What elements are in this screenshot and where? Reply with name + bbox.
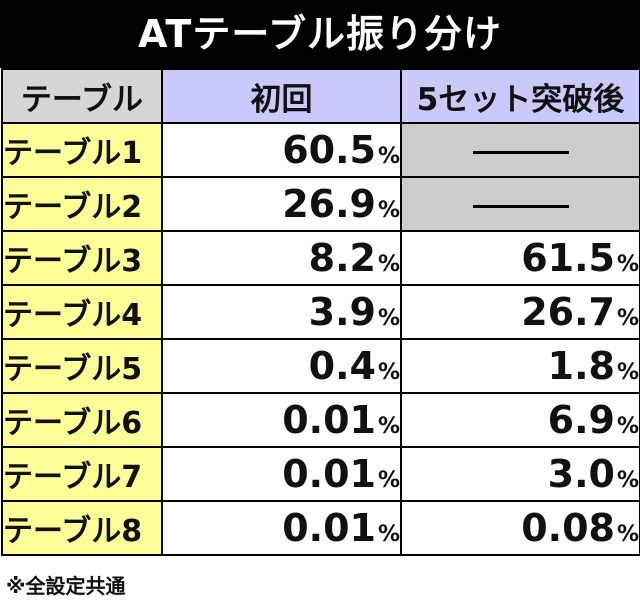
- after-rate-cell: 26.7%: [400, 284, 640, 340]
- percent-sign: %: [377, 198, 400, 223]
- after-rate-cell: 61.5%: [400, 230, 640, 286]
- rate-value: 0.4: [308, 344, 376, 388]
- rate-value: 0.08: [521, 506, 615, 550]
- table-row: テーブル8 0.01% 0.08%: [1, 500, 640, 556]
- not-applicable-cell: [400, 176, 640, 232]
- rate-value: 0.01: [282, 398, 376, 442]
- row-label: テーブル7: [1, 446, 163, 502]
- table-row: テーブル4 3.9% 26.7%: [1, 284, 640, 340]
- first-rate-cell: 0.01%: [161, 500, 402, 556]
- at-table-distribution: テーブル 初回 5セット突破後 テーブル1 60.5% テーブル2 26.9% テーブル…: [1, 68, 640, 556]
- dash-line: [472, 151, 569, 154]
- table-row: テーブル2 26.9%: [1, 176, 640, 232]
- percent-sign: %: [616, 522, 639, 547]
- percent-sign: %: [616, 360, 639, 385]
- row-label: テーブル4: [1, 284, 163, 340]
- first-rate-cell: 8.2%: [161, 230, 402, 286]
- header-first: 初回: [161, 68, 402, 124]
- row-label: テーブル8: [1, 500, 163, 556]
- percent-sign: %: [616, 252, 639, 277]
- row-label: テーブル6: [1, 392, 163, 448]
- table-row: テーブル7 0.01% 3.0%: [1, 446, 640, 502]
- percent-sign: %: [377, 414, 400, 439]
- table-header-row: テーブル 初回 5セット突破後: [1, 68, 640, 124]
- table-row: テーブル6 0.01% 6.9%: [1, 392, 640, 448]
- first-rate-cell: 26.9%: [161, 176, 402, 232]
- percent-sign: %: [377, 360, 400, 385]
- percent-sign: %: [377, 468, 400, 493]
- after-rate-cell: 1.8%: [400, 338, 640, 394]
- row-label: テーブル3: [1, 230, 163, 286]
- header-table: テーブル: [1, 68, 163, 124]
- rate-value: 8.2: [308, 236, 376, 280]
- percent-sign: %: [377, 522, 400, 547]
- after-rate-cell: 0.08%: [400, 500, 640, 556]
- rate-value: 6.9: [547, 398, 615, 442]
- rate-value: 3.9: [308, 290, 376, 334]
- footnote: ※全設定共通: [6, 574, 126, 598]
- percent-sign: %: [616, 414, 639, 439]
- table-row: テーブル1 60.5%: [1, 122, 640, 178]
- first-rate-cell: 3.9%: [161, 284, 402, 340]
- percent-sign: %: [616, 468, 639, 493]
- header-after-5-sets: 5セット突破後: [400, 68, 640, 124]
- percent-sign: %: [377, 144, 400, 169]
- percent-sign: %: [616, 306, 639, 331]
- table-row: テーブル3 8.2% 61.5%: [1, 230, 640, 286]
- rate-value: 1.8: [547, 344, 615, 388]
- after-rate-cell: 6.9%: [400, 392, 640, 448]
- rate-value: 0.01: [282, 506, 376, 550]
- rate-value: 3.0: [547, 452, 615, 496]
- row-label: テーブル5: [1, 338, 163, 394]
- rate-value: 60.5: [282, 128, 376, 172]
- rate-value: 61.5: [521, 236, 615, 280]
- not-applicable-cell: [400, 122, 640, 178]
- first-rate-cell: 60.5%: [161, 122, 402, 178]
- row-label: テーブル1: [1, 122, 163, 178]
- first-rate-cell: 0.01%: [161, 392, 402, 448]
- percent-sign: %: [377, 306, 400, 331]
- row-label: テーブル2: [1, 176, 163, 232]
- rate-value: 26.7: [521, 290, 615, 334]
- first-rate-cell: 0.01%: [161, 446, 402, 502]
- table-row: テーブル5 0.4% 1.8%: [1, 338, 640, 394]
- page-title: ATテーブル振り分け: [0, 0, 640, 68]
- after-rate-cell: 3.0%: [400, 446, 640, 502]
- dash-line: [472, 205, 569, 208]
- percent-sign: %: [377, 252, 400, 277]
- rate-value: 0.01: [282, 452, 376, 496]
- first-rate-cell: 0.4%: [161, 338, 402, 394]
- rate-value: 26.9: [282, 182, 376, 226]
